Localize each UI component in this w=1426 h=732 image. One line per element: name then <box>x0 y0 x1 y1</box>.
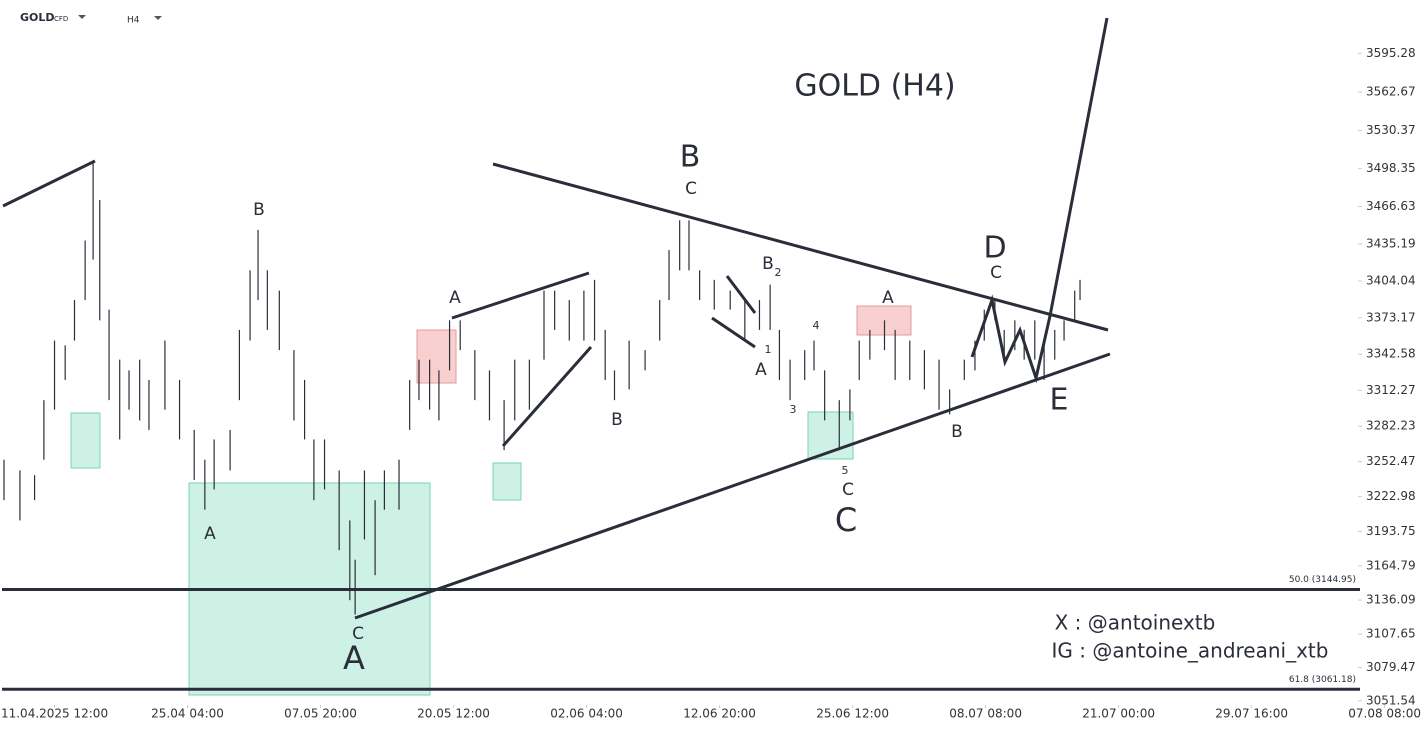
annotation: B <box>951 422 963 442</box>
annotation: A <box>882 288 894 308</box>
symbol-type: CFD <box>54 15 68 23</box>
fib-label: 50.0 (3144.95) <box>1289 575 1356 585</box>
annotation: B <box>680 140 701 175</box>
y-tick-label: 3595.28 <box>1366 46 1416 60</box>
y-tick-label: 3404.04 <box>1366 273 1416 287</box>
y-tick-label: 3079.47 <box>1366 660 1416 674</box>
annotation: C <box>842 480 854 500</box>
x-tick-label: 02.06 04:00 <box>550 707 623 721</box>
annotation: D <box>983 231 1006 266</box>
trendline <box>492 162 1109 332</box>
x-tick-label: 29.07 16:00 <box>1215 707 1288 721</box>
x-tick-label: 25.04 04:00 <box>151 707 224 721</box>
y-tick-label: 3498.35 <box>1366 161 1416 175</box>
demand-zone <box>492 462 522 501</box>
y-tick-label: 3193.75 <box>1366 524 1416 538</box>
annotation: 3 <box>790 403 797 416</box>
trendline <box>501 346 593 447</box>
y-tick-label: 3136.09 <box>1366 593 1416 607</box>
dropdown[interactable] <box>78 15 86 19</box>
x-tick-label: 07.08 08:00 <box>1348 707 1421 721</box>
drawings <box>2 17 1111 620</box>
annotation: A <box>755 360 767 380</box>
symbol[interactable]: GOLD <box>20 11 55 24</box>
annotation: 1 <box>765 343 772 356</box>
y-tick-label: 3282.23 <box>1366 419 1416 433</box>
annotation: A <box>204 524 216 544</box>
y-tick-label: 3312.27 <box>1366 383 1416 397</box>
x-tick-label: 11.04.2025 12:00 <box>1 707 108 721</box>
trendline <box>711 316 756 349</box>
y-tick-label: 3342.58 <box>1366 347 1416 361</box>
y-tick-label: 3466.63 <box>1366 199 1416 213</box>
annotation: 4 <box>813 319 820 332</box>
annotation: IG : @antoine_andreani_xtb <box>1052 639 1329 663</box>
annotation: E <box>1050 383 1069 418</box>
x-tick-label: 08.07 08:00 <box>949 707 1022 721</box>
annotation: X : @antoinextb <box>1055 611 1216 635</box>
fib-label: 61.8 (3061.18) <box>1289 675 1356 685</box>
timeframe[interactable]: H4 <box>127 16 140 26</box>
annotation: C <box>990 263 1002 283</box>
x-tick-label: 12.06 20:00 <box>683 707 756 721</box>
y-tick-label: 3530.37 <box>1366 123 1416 137</box>
demand-zone <box>70 412 101 469</box>
annotation: GOLD (H4) <box>794 69 955 104</box>
annotation: A <box>449 288 461 308</box>
y-tick-label: 3562.67 <box>1366 85 1416 99</box>
annotation: C <box>352 624 364 644</box>
y-tick-label: 3107.65 <box>1366 626 1416 640</box>
x-tick-label: 07.05 20:00 <box>284 707 357 721</box>
annotation: B <box>611 410 623 430</box>
x-tick-label: 20.05 12:00 <box>417 707 490 721</box>
annotation: A <box>343 639 365 677</box>
annotation: C <box>835 501 857 539</box>
trendline <box>2 159 96 208</box>
y-tick-label: 3051.54 <box>1366 693 1416 707</box>
x-tick-label: 21.07 00:00 <box>1082 707 1155 721</box>
zones <box>70 305 912 696</box>
dropdown[interactable] <box>154 16 162 20</box>
y-tick-label: 3252.47 <box>1366 454 1416 468</box>
y-tick-label: 3435.19 <box>1366 236 1416 250</box>
price-bars <box>3 160 1081 615</box>
annotation: 2 <box>775 266 782 279</box>
wave-path <box>970 17 1109 384</box>
annotation: B <box>762 254 774 274</box>
trendline <box>354 352 1111 620</box>
annotation: 5 <box>842 464 849 477</box>
y-tick-label: 3222.98 <box>1366 489 1416 503</box>
y-tick-label: 3164.79 <box>1366 558 1416 572</box>
trendline <box>451 271 590 320</box>
trendline <box>725 275 757 314</box>
x-tick-label: 25.06 12:00 <box>816 707 889 721</box>
annotation: C <box>685 179 697 199</box>
y-tick-label: 3373.17 <box>1366 310 1416 324</box>
annotation: B <box>253 200 265 220</box>
